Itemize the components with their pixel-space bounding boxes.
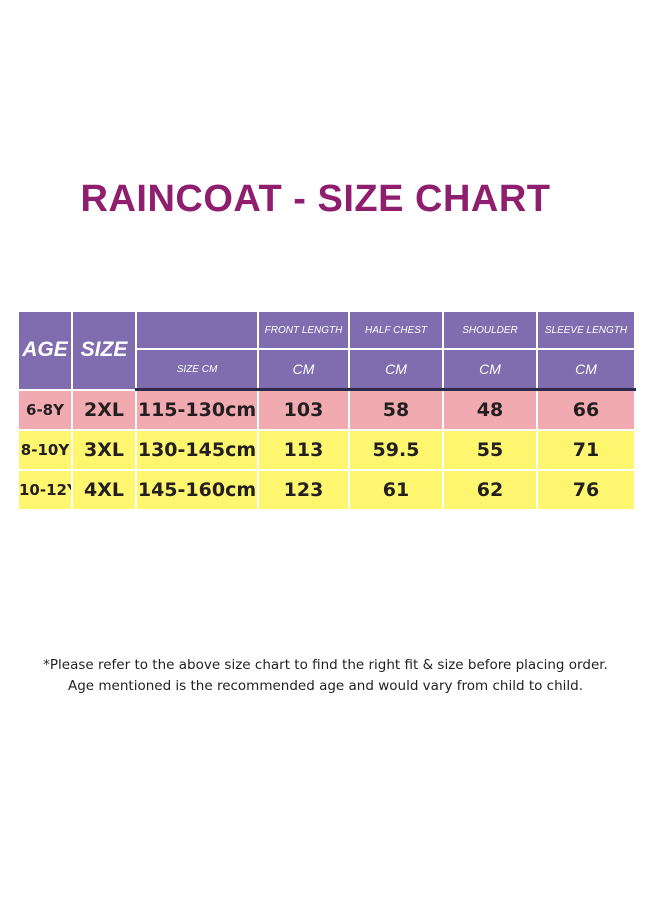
size-chart-table: AGE SIZE FRONT LENGTH HALF CHEST SHOULDE… — [17, 310, 636, 511]
header-blank — [135, 310, 259, 350]
cell-size: 3XL — [71, 429, 137, 471]
cell-size-cm: 130-145cm — [135, 429, 259, 471]
table-row: 8-10Y 3XL 130-145cm 113 59.5 55 71 — [17, 429, 636, 471]
header-shoulder: SHOULDER — [442, 310, 538, 350]
unit-shoulder: CM — [442, 348, 538, 391]
header-size-cm: SIZE CM — [135, 348, 259, 391]
table-row: 6-8Y 2XL 115-130cm 103 58 48 66 — [17, 388, 636, 431]
cell-front-length: 113 — [257, 429, 350, 471]
table-row: 10-12Y 4XL 145-160cm 123 61 62 76 — [17, 469, 636, 511]
cell-sleeve-length: 76 — [536, 469, 636, 511]
header-row: AGE SIZE FRONT LENGTH HALF CHEST SHOULDE… — [17, 310, 636, 391]
header-sleeve-length: SLEEVE LENGTH — [536, 310, 636, 350]
unit-sleeve-length: CM — [536, 348, 636, 391]
cell-sleeve-length: 71 — [536, 429, 636, 471]
header-size: SIZE — [71, 310, 137, 391]
header-front-length: FRONT LENGTH — [257, 310, 350, 350]
footnote-line-2: Age mentioned is the recommended age and… — [67, 678, 584, 694]
footnote: *Please refer to the above size chart to… — [0, 655, 651, 697]
cell-front-length: 123 — [257, 469, 350, 511]
cell-age: 10-12Y — [17, 469, 73, 511]
cell-half-chest: 61 — [348, 469, 444, 511]
unit-half-chest: CM — [348, 348, 444, 391]
header-age: AGE — [17, 310, 73, 391]
page-title: RAINCOAT - SIZE CHART — [80, 178, 551, 220]
cell-front-length: 103 — [257, 388, 350, 431]
cell-half-chest: 59.5 — [348, 429, 444, 471]
cell-size-cm: 115-130cm — [135, 388, 259, 431]
cell-half-chest: 58 — [348, 388, 444, 431]
unit-row: SIZE CM CM CM CM CM — [18, 348, 636, 391]
cell-size: 4XL — [71, 469, 137, 511]
cell-shoulder: 62 — [442, 469, 538, 511]
cell-shoulder: 55 — [442, 429, 538, 471]
cell-age: 6-8Y — [17, 388, 73, 431]
footnote-line-1: *Please refer to the above size chart to… — [43, 657, 608, 673]
cell-shoulder: 48 — [442, 388, 538, 431]
cell-age: 8-10Y — [17, 429, 73, 471]
cell-size-cm: 145-160cm — [135, 469, 259, 511]
header-half-chest: HALF CHEST — [348, 310, 444, 350]
cell-sleeve-length: 66 — [536, 388, 636, 431]
unit-front-length: CM — [257, 348, 350, 391]
cell-size: 2XL — [71, 388, 137, 431]
